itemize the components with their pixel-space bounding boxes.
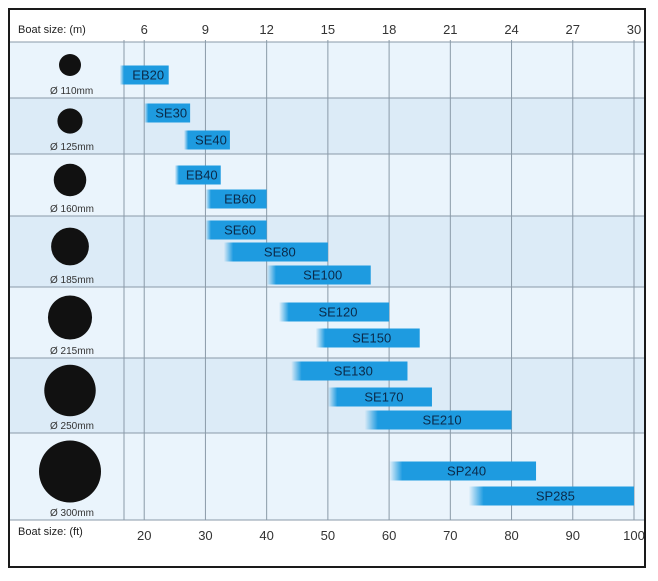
bottom-tick-label: 80 [504,528,518,543]
top-tick-label: 6 [141,22,148,37]
thruster-diameter-circle [57,108,83,134]
model-range-bar [315,328,420,348]
model-range-bar [266,265,371,285]
model-range-bar [468,486,634,506]
model-range-bar [205,220,267,240]
bottom-tick-label: 30 [198,528,212,543]
model-bar-label: SE40 [195,133,227,148]
model-range-bar [278,302,390,322]
model-range-bar [144,103,191,123]
bottom-tick-label: 50 [321,528,335,543]
model-bar-label: SE60 [224,223,256,238]
top-tick-label: 30 [627,22,641,37]
diameter-label: Ø 125mm [50,142,94,153]
thruster-size-chart: 6 9 12 15 18 21 24 27 30 20 30 40 50 60 70 80 90 100 Ø 110… [10,22,644,543]
model-bar-label: SE150 [352,331,391,346]
diameter-label: Ø 250mm [50,421,94,432]
row-band [10,42,644,98]
top-tick-label: 21 [443,22,457,37]
bottom-tick-label: 100 [623,528,644,543]
top-tick-label: 18 [382,22,396,37]
model-bar-label: EB40 [186,168,218,183]
model-bar-label: SE30 [155,106,187,121]
row-band [10,433,644,520]
diameter-label: Ø 215mm [50,346,94,357]
top-tick-label: 15 [321,22,335,37]
model-range-bar [291,361,408,381]
row-band [10,98,644,154]
chart-frame: 6 9 12 15 18 21 24 27 30 20 30 40 50 60 70 80 90 100 Ø 110… [8,8,646,568]
model-bar-label: SE120 [318,305,357,320]
model-range-bar [389,461,537,481]
diameter-label: Ø 300mm [50,508,94,519]
bottom-tick-label: 40 [259,528,273,543]
model-range-bar [364,410,512,430]
model-range-bar [174,165,221,185]
thruster-diameter-circle [44,364,96,417]
top-tick-label: 12 [259,22,273,37]
model-bar-label: SE170 [364,390,403,405]
model-bar-label: SP285 [536,489,575,504]
model-bar-label: SE130 [334,364,373,379]
model-range-bar [327,387,432,407]
top-tick-label: 27 [566,22,580,37]
thruster-diameter-circle [53,163,87,197]
model-bar-label: EB20 [132,68,164,83]
top-tick-label: 24 [504,22,518,37]
bottom-tick-label: 20 [137,528,151,543]
row-band [10,154,644,216]
diameter-label: Ø 185mm [50,275,94,286]
model-bar-label: SP240 [447,464,486,479]
thruster-diameter-circle [59,54,81,76]
top-tick-label: 9 [202,22,209,37]
bottom-axis-title: Boat size: (ft) [18,526,83,538]
model-range-bar [205,189,267,209]
bottom-tick-label: 60 [382,528,396,543]
model-bar-label: SE210 [423,413,462,428]
thruster-diameter-circle [51,227,89,266]
model-bar-label: SE80 [264,245,296,260]
model-range-bar [223,242,328,262]
thruster-diameter-circle [47,295,93,340]
model-range-bar [184,130,230,150]
model-bar-label: EB60 [224,192,256,207]
model-bar-label: SE100 [303,268,342,283]
diameter-label: Ø 160mm [50,204,94,215]
top-axis-title: Boat size: (m) [18,24,86,36]
bottom-tick-label: 70 [443,528,457,543]
model-range-bar [119,65,169,85]
thruster-diameter-circle [39,440,101,503]
diameter-label: Ø 110mm [50,86,93,97]
bottom-tick-label: 90 [566,528,580,543]
